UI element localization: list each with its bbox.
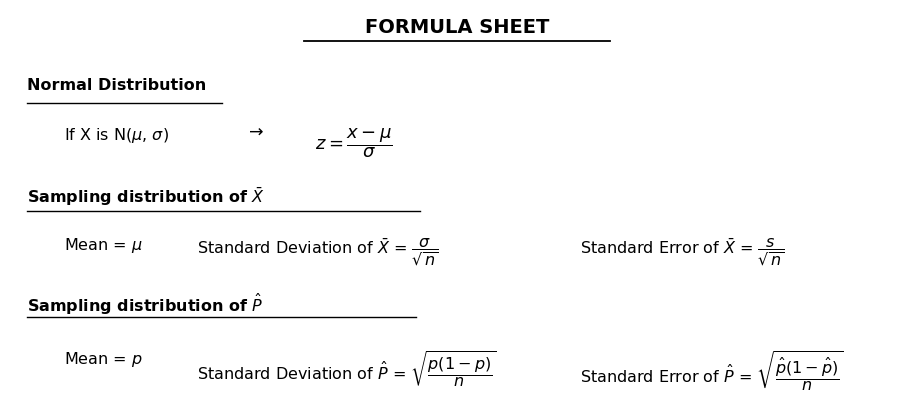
Text: Normal Distribution: Normal Distribution bbox=[27, 78, 207, 93]
Text: Standard Deviation of $\hat{P}$ = $\sqrt{\dfrac{p(1-p)}{n}}$: Standard Deviation of $\hat{P}$ = $\sqrt… bbox=[197, 350, 496, 390]
Text: $\rightarrow$: $\rightarrow$ bbox=[245, 122, 264, 140]
Text: Standard Error of $\hat{P}$ = $\sqrt{\dfrac{\hat{p}(1-\hat{p})}{n}}$: Standard Error of $\hat{P}$ = $\sqrt{\df… bbox=[580, 350, 845, 393]
Text: Mean = $p$: Mean = $p$ bbox=[64, 350, 143, 369]
Text: If X is N($\mu$, $\sigma$): If X is N($\mu$, $\sigma$) bbox=[64, 126, 169, 145]
Text: Standard Deviation of $\bar{X}$ = $\dfrac{\sigma}{\sqrt{n}}$: Standard Deviation of $\bar{X}$ = $\dfra… bbox=[197, 236, 438, 268]
Text: Mean = $\mu$: Mean = $\mu$ bbox=[64, 236, 143, 255]
Text: $z = \dfrac{x-\mu}{\sigma}$: $z = \dfrac{x-\mu}{\sigma}$ bbox=[315, 126, 393, 160]
Text: Sampling distribution of $\bar{X}$: Sampling distribution of $\bar{X}$ bbox=[27, 186, 265, 208]
Text: FORMULA SHEET: FORMULA SHEET bbox=[365, 18, 549, 37]
Text: Sampling distribution of $\hat{P}$: Sampling distribution of $\hat{P}$ bbox=[27, 292, 264, 317]
Text: Standard Error of $\bar{X}$ = $\dfrac{s}{\sqrt{n}}$: Standard Error of $\bar{X}$ = $\dfrac{s}… bbox=[580, 236, 784, 268]
